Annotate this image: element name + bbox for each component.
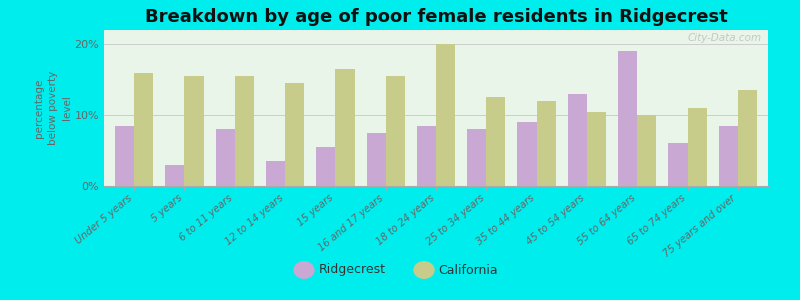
Bar [316,147,335,186]
Bar [115,126,134,186]
Bar [587,112,606,186]
Bar [638,115,656,186]
Bar [266,161,285,186]
Bar [335,69,354,186]
Bar [386,76,405,186]
Title: Breakdown by age of poor female residents in Ridgecrest: Breakdown by age of poor female resident… [145,8,727,26]
Bar [417,126,436,186]
Bar [669,143,687,186]
Bar [234,76,254,186]
Text: City-Data.com: City-Data.com [687,33,762,43]
Bar [486,98,506,186]
Bar [687,108,706,186]
Bar [166,165,185,186]
Bar [618,51,638,186]
Bar [134,73,154,186]
Text: California: California [438,263,498,277]
Bar [436,44,455,186]
Bar [467,129,486,186]
Bar [366,133,386,186]
Bar [738,90,757,186]
Bar [216,129,234,186]
Bar [718,126,738,186]
Bar [185,76,204,186]
Bar [518,122,537,186]
Bar [568,94,587,186]
Y-axis label: percentage
below poverty
level: percentage below poverty level [34,71,72,145]
Bar [537,101,556,186]
Bar [285,83,304,186]
Text: Ridgecrest: Ridgecrest [318,263,386,277]
